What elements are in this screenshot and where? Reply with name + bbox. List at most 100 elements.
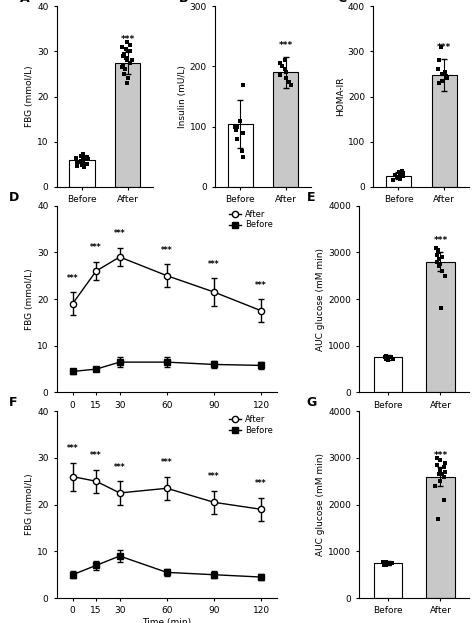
Y-axis label: AUC glucose (mM min): AUC glucose (mM min) (316, 453, 325, 556)
Point (387, 352, 395, 362)
Point (282, 74, 290, 83)
Point (276, 70, 284, 80)
Point (239, 152, 247, 162)
Point (84, 154, 91, 164)
Text: G: G (307, 396, 317, 409)
Point (118, 42, 126, 52)
Legend: After, Before: After, Before (229, 416, 273, 435)
Y-axis label: FBG (mmol/L): FBG (mmol/L) (25, 269, 34, 330)
Point (82, 155, 89, 164)
Y-axis label: FBG (mmol/L): FBG (mmol/L) (25, 66, 34, 127)
X-axis label: Time (min): Time (min) (142, 618, 191, 623)
Text: F: F (9, 396, 17, 409)
Point (237, 116, 244, 126)
Point (79, 158, 87, 168)
Point (434, 247, 442, 257)
Point (433, 250, 441, 260)
Point (77, 151, 85, 161)
Text: A: A (20, 0, 30, 5)
Point (382, 561, 390, 571)
Point (435, 55, 443, 65)
Point (397, 169, 404, 179)
Bar (386, 176, 411, 187)
Point (233, 125, 240, 135)
Point (441, 270, 449, 280)
Text: D: D (9, 191, 19, 204)
Bar (273, 72, 299, 187)
Point (77, 157, 85, 167)
Point (442, 71, 450, 81)
Point (433, 453, 441, 463)
Point (81, 159, 88, 169)
Point (125, 47, 132, 57)
Point (435, 513, 442, 523)
Point (438, 69, 446, 79)
Point (119, 51, 127, 61)
Point (119, 60, 127, 70)
Point (387, 351, 395, 361)
Point (442, 457, 449, 467)
Bar (69, 160, 94, 187)
Point (383, 559, 391, 569)
Text: C: C (337, 0, 346, 5)
Text: ***: *** (91, 451, 102, 460)
Point (437, 476, 444, 486)
Point (83, 159, 91, 169)
Point (441, 472, 448, 482)
Point (433, 460, 440, 470)
Point (443, 74, 451, 83)
Point (276, 59, 284, 69)
Point (73, 161, 81, 171)
Point (400, 168, 407, 178)
Y-axis label: AUC glucose (mM min): AUC glucose (mM min) (316, 247, 325, 351)
Bar (374, 563, 402, 598)
Point (393, 172, 401, 182)
Point (127, 47, 134, 57)
Point (233, 121, 240, 131)
Point (399, 171, 407, 181)
Point (383, 352, 391, 362)
Point (435, 65, 442, 75)
Point (433, 257, 441, 267)
Point (285, 77, 292, 87)
Bar (426, 262, 455, 392)
Point (123, 55, 130, 65)
Point (231, 121, 238, 131)
Point (438, 69, 446, 79)
Point (233, 134, 241, 144)
Point (383, 353, 391, 363)
Point (438, 266, 446, 276)
Point (73, 156, 81, 166)
Point (120, 69, 128, 79)
Text: ***: *** (433, 451, 447, 460)
Point (383, 558, 391, 568)
Point (77, 156, 84, 166)
Text: ***: *** (208, 472, 220, 481)
Text: ***: *** (114, 229, 126, 238)
Point (282, 67, 290, 77)
Text: ***: *** (120, 35, 135, 44)
Text: B: B (179, 0, 188, 5)
Text: ***: *** (91, 244, 102, 252)
Point (441, 67, 449, 77)
Legend: After, Before: After, Before (229, 210, 273, 229)
Text: E: E (307, 191, 315, 204)
Point (380, 559, 388, 569)
Point (383, 353, 391, 363)
Point (278, 62, 286, 72)
Point (379, 557, 387, 567)
Point (385, 559, 392, 569)
Point (73, 153, 80, 163)
Y-axis label: Insulin (mU/L): Insulin (mU/L) (178, 65, 187, 128)
Point (119, 60, 127, 70)
Point (386, 558, 393, 568)
Bar (374, 358, 402, 392)
Point (83, 151, 91, 161)
Point (122, 53, 129, 63)
Point (440, 462, 447, 472)
Point (123, 78, 130, 88)
Point (282, 55, 289, 65)
Text: ***: *** (255, 479, 267, 488)
Point (80, 161, 88, 171)
Point (389, 175, 397, 185)
